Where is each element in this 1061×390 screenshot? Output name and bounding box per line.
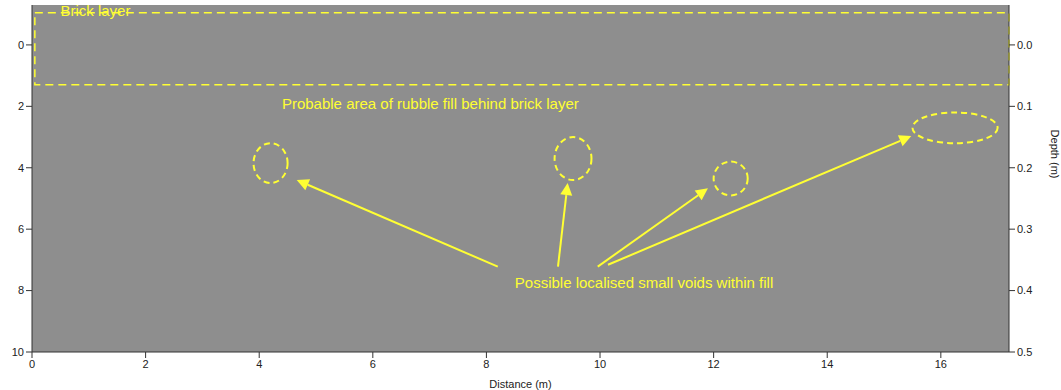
svg-text:Possible localised small voids: Possible localised small voids within fi… — [515, 274, 773, 291]
svg-text:0.1: 0.1 — [1017, 100, 1032, 112]
svg-text:6: 6 — [370, 358, 376, 370]
svg-text:16: 16 — [935, 358, 947, 370]
svg-text:8: 8 — [483, 358, 489, 370]
svg-text:2: 2 — [143, 358, 149, 370]
svg-text:Depth (m): Depth (m) — [1049, 130, 1061, 179]
svg-text:8: 8 — [18, 284, 24, 296]
svg-text:Distance (m): Distance (m) — [489, 378, 551, 390]
svg-text:2: 2 — [18, 100, 24, 112]
svg-text:12: 12 — [708, 358, 720, 370]
svg-text:0.4: 0.4 — [1017, 284, 1032, 296]
svg-text:Probable area of rubble fill b: Probable area of rubble fill behind bric… — [282, 95, 579, 112]
svg-text:10: 10 — [594, 358, 606, 370]
svg-text:6: 6 — [18, 223, 24, 235]
svg-text:0.2: 0.2 — [1017, 162, 1032, 174]
svg-text:10: 10 — [12, 346, 24, 358]
svg-text:0: 0 — [29, 358, 35, 370]
svg-text:0.5: 0.5 — [1017, 346, 1032, 358]
svg-text:Brick layer: Brick layer — [60, 2, 130, 19]
svg-text:4: 4 — [256, 358, 262, 370]
svg-text:14: 14 — [821, 358, 833, 370]
svg-text:0: 0 — [18, 39, 24, 51]
svg-text:0.3: 0.3 — [1017, 223, 1032, 235]
svg-text:4: 4 — [18, 162, 24, 174]
svg-text:0.0: 0.0 — [1017, 39, 1032, 51]
